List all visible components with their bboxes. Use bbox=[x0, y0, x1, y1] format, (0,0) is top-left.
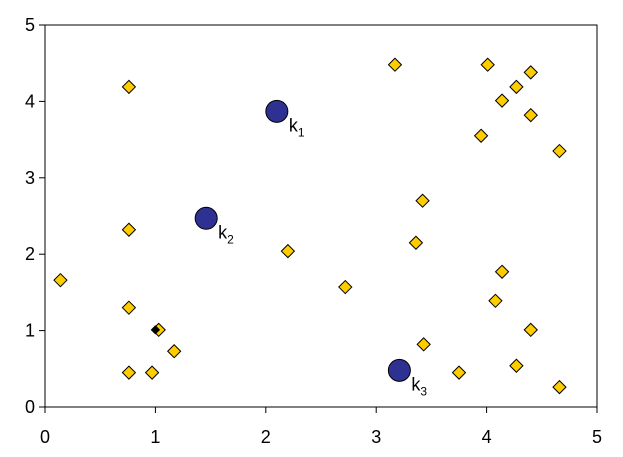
y-tick-label: 2 bbox=[25, 244, 35, 264]
point-label-subscript: 2 bbox=[227, 232, 234, 246]
data-point bbox=[387, 57, 403, 72]
x-tick-label: 1 bbox=[150, 427, 160, 447]
x-tick-label: 3 bbox=[371, 427, 381, 447]
data-point bbox=[408, 235, 424, 250]
data-point bbox=[494, 93, 510, 108]
x-tick-label: 2 bbox=[261, 427, 271, 447]
point-label-subscript: 3 bbox=[420, 384, 427, 398]
data-point bbox=[144, 365, 160, 380]
point-label-text: k bbox=[218, 222, 228, 242]
centroid-point bbox=[265, 99, 289, 123]
point-label-text: k bbox=[411, 374, 421, 394]
data-point bbox=[488, 293, 503, 309]
y-tick-label: 3 bbox=[25, 168, 35, 188]
point-label-text: k bbox=[289, 115, 299, 135]
data-point bbox=[338, 279, 353, 295]
data-point bbox=[473, 128, 489, 143]
data-point bbox=[552, 143, 567, 159]
x-tick-label: 5 bbox=[592, 427, 602, 447]
y-tick-label: 4 bbox=[25, 91, 35, 111]
data-point bbox=[523, 65, 538, 80]
x-tick-label: 0 bbox=[40, 427, 50, 447]
y-tick-label: 5 bbox=[25, 15, 35, 35]
point-label: k3 bbox=[411, 374, 427, 398]
data-point bbox=[53, 272, 68, 288]
data-point bbox=[121, 365, 137, 380]
data-point bbox=[480, 57, 495, 72]
data-point bbox=[416, 337, 431, 352]
data-point bbox=[494, 264, 510, 279]
y-tick-label: 1 bbox=[25, 321, 35, 341]
data-point bbox=[523, 322, 538, 338]
data-point bbox=[280, 243, 296, 259]
point-label-subscript: 1 bbox=[298, 125, 305, 139]
plot-frame bbox=[44, 24, 598, 408]
data-point bbox=[509, 79, 524, 95]
data-point bbox=[121, 222, 137, 237]
data-point bbox=[451, 365, 467, 380]
data-point bbox=[509, 358, 524, 373]
data-point bbox=[121, 79, 137, 95]
centroid-point bbox=[387, 358, 411, 382]
y-tick-label: 0 bbox=[25, 397, 35, 417]
point-label: k1 bbox=[289, 115, 305, 139]
data-point bbox=[121, 300, 137, 315]
data-point bbox=[415, 193, 430, 208]
point-label: k2 bbox=[218, 222, 234, 246]
x-tick-label: 4 bbox=[482, 427, 492, 447]
data-point bbox=[166, 344, 182, 359]
data-point bbox=[523, 107, 538, 123]
data-point bbox=[552, 379, 567, 395]
centroid-point bbox=[194, 206, 218, 230]
data-point bbox=[150, 325, 161, 335]
